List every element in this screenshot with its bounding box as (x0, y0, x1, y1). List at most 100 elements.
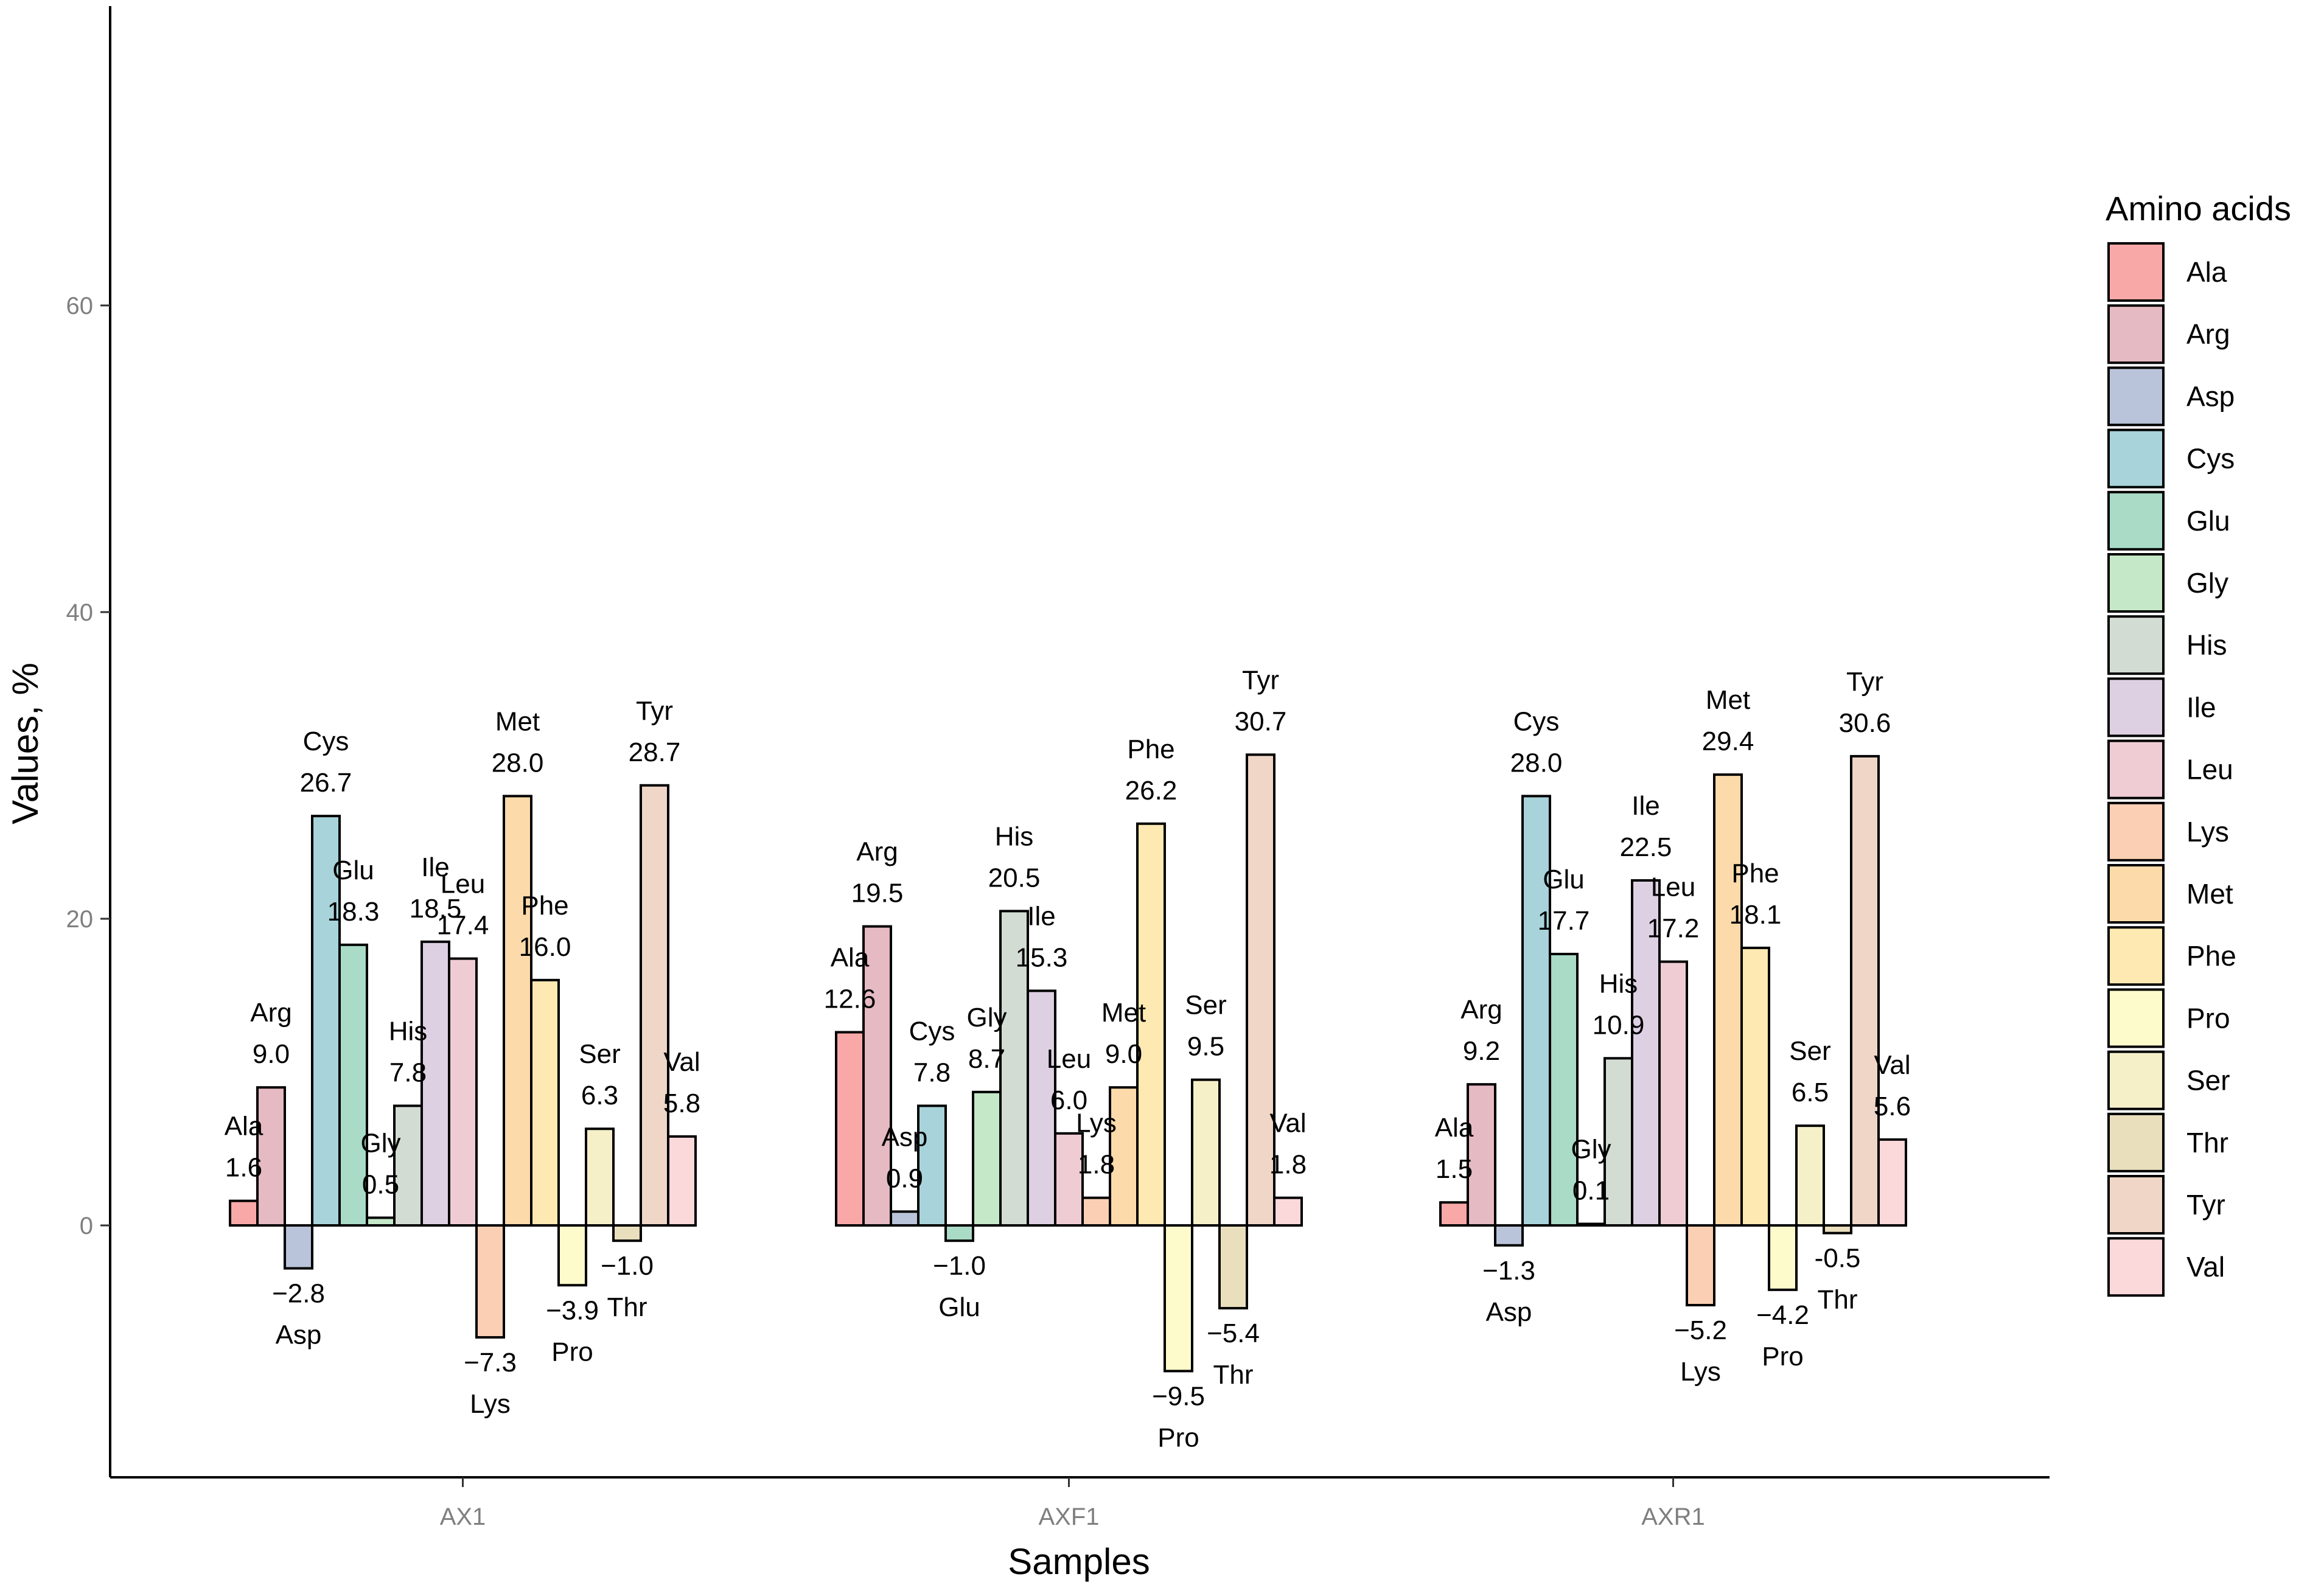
bar-label-name: Ser (579, 1039, 620, 1069)
bar-label-value: −7.3 (464, 1348, 517, 1378)
legend-label-met: Met (2186, 878, 2233, 910)
bar-axf1-ser (1191, 1078, 1221, 1227)
legend-key-ser (2107, 1050, 2165, 1110)
bar-label-name: His (1599, 969, 1638, 998)
bar-label-name: Thr (607, 1292, 647, 1322)
legend-key-asp (2107, 366, 2165, 427)
legend: Amino acids Ala Arg Asp Cys Glu Gly His Ile Leu L… (2106, 189, 2291, 1297)
bar-ax1-ala (229, 1199, 259, 1227)
bar-label-name: Arg (1460, 995, 1502, 1025)
bar-label-value: 6.5 (1792, 1078, 1829, 1107)
bar-label-value: 17.7 (1538, 906, 1590, 936)
bar-axf1-ala (835, 1031, 865, 1227)
x-tick-label-axf1: AXF1 (1038, 1503, 1099, 1530)
legend-key-tyr (2107, 1175, 2165, 1235)
bar-axr1-asp (1494, 1224, 1524, 1247)
legend-key-thr (2107, 1112, 2165, 1172)
bar-axf1-cys (917, 1104, 947, 1227)
bar-label-value: 6.3 (581, 1081, 618, 1110)
bar-label-value: 26.2 (1125, 776, 1178, 806)
bar-label-name: Tyr (1846, 667, 1883, 697)
bar-label-value: 22.5 (1620, 832, 1672, 862)
y-axis-title: Values, % (5, 663, 46, 824)
bar-label-name: Ile (1027, 901, 1055, 931)
legend-label-glu: Glu (2186, 505, 2230, 537)
legend-label-val: Val (2186, 1251, 2225, 1283)
legend-label-gly: Gly (2186, 567, 2228, 599)
legend-label-pro: Pro (2186, 1002, 2230, 1034)
legend-key-val (2107, 1237, 2165, 1297)
bar-axr1-cys (1521, 795, 1551, 1227)
bar-label-name: Ser (1789, 1036, 1830, 1066)
bar-label-name: Leu (1047, 1044, 1091, 1074)
bar-label-value: 7.8 (389, 1057, 427, 1087)
bar-label-value: -0.5 (1815, 1244, 1861, 1273)
bar-label-name: Lys (470, 1389, 511, 1419)
bar-label-value: 19.5 (851, 879, 904, 908)
bar-label-value: 1.8 (1269, 1150, 1307, 1180)
bar-axf1-leu (1054, 1132, 1084, 1227)
bar-ax1-val (667, 1135, 697, 1227)
bar-ax1-arg (256, 1086, 286, 1227)
bar-label-name: Ala (225, 1112, 263, 1141)
bar-label-value: −1.0 (601, 1251, 654, 1281)
bar-label-value: 18.3 (327, 897, 380, 927)
bar-label-name: Thr (1213, 1360, 1254, 1390)
bar-label-name: Lys (1680, 1357, 1721, 1387)
legend-key-glu (2107, 490, 2165, 551)
y-tick-label: 0 (80, 1213, 93, 1239)
legend-key-ala (2107, 242, 2165, 302)
y-tick-label: 60 (66, 293, 94, 319)
bar-label-name: His (389, 1016, 428, 1046)
legend-label-lys: Lys (2186, 816, 2229, 848)
bar-label-name: Gly (361, 1128, 401, 1158)
bar-ax1-his (393, 1104, 423, 1227)
bar-ax1-asp (284, 1224, 313, 1270)
bar-label-value: −9.5 (1152, 1381, 1205, 1411)
bar-ax1-leu (448, 957, 478, 1227)
bar-ax1-lys (475, 1224, 505, 1339)
bar-label-name: Val (663, 1047, 700, 1077)
bar-ax1-ser (585, 1127, 615, 1227)
bar-label-value: −5.2 (1674, 1315, 1727, 1345)
bar-axr1-arg (1467, 1083, 1496, 1227)
bar-label-value: 28.7 (629, 737, 681, 767)
x-axis-title: Samples (1008, 1541, 1150, 1582)
bar-label-name: Pro (1157, 1423, 1199, 1452)
legend-key-arg (2107, 304, 2165, 364)
legend-key-gly (2107, 553, 2165, 613)
bar-label-value: −3.9 (546, 1295, 599, 1325)
bar-label-name: Asp (276, 1320, 322, 1350)
legend-label-thr: Thr (2186, 1127, 2228, 1158)
bar-label-name: Phe (1127, 734, 1174, 764)
bar-axr1-leu (1658, 960, 1688, 1227)
bar-label-name: Gly (967, 1003, 1007, 1033)
bar-axr1-phe (1740, 946, 1770, 1227)
x-tick-label-ax1: AX1 (440, 1503, 486, 1530)
bar-label-name: Asp (1486, 1297, 1532, 1327)
legend-label-ile: Ile (2186, 691, 2216, 723)
legend-label-his: His (2186, 629, 2227, 661)
bar-label-name: Pro (1762, 1342, 1803, 1371)
legend-key-phe (2107, 926, 2165, 986)
bar-axr1-ala (1439, 1201, 1469, 1227)
bar-label-value: 1.8 (1078, 1150, 1115, 1180)
bar-label-value: −4.2 (1756, 1300, 1809, 1330)
bar-label-value: 10.9 (1593, 1010, 1645, 1040)
legend-key-pro (2107, 988, 2165, 1048)
bar-label-name: Ala (1435, 1113, 1474, 1143)
bar-label-value: 28.0 (492, 748, 544, 778)
legend-key-ile (2107, 677, 2165, 737)
ticks-layer: 0 20 40 60 AX1 AXF1 AXR1 (66, 293, 1705, 1530)
bar-label-name: Glu (332, 855, 374, 885)
bar-ax1-tyr (640, 784, 669, 1227)
bar-label-value: 7.8 (913, 1057, 951, 1087)
bar-label-name: Ile (1631, 791, 1659, 821)
legend-label-phe: Phe (2186, 940, 2236, 972)
bar-label-value: 17.2 (1647, 914, 1700, 944)
bar-label-name: Ser (1185, 991, 1226, 1020)
legend-label-tyr: Tyr (2186, 1189, 2225, 1221)
legend-key-leu (2107, 739, 2165, 799)
legend-label-ser: Ser (2186, 1065, 2230, 1096)
